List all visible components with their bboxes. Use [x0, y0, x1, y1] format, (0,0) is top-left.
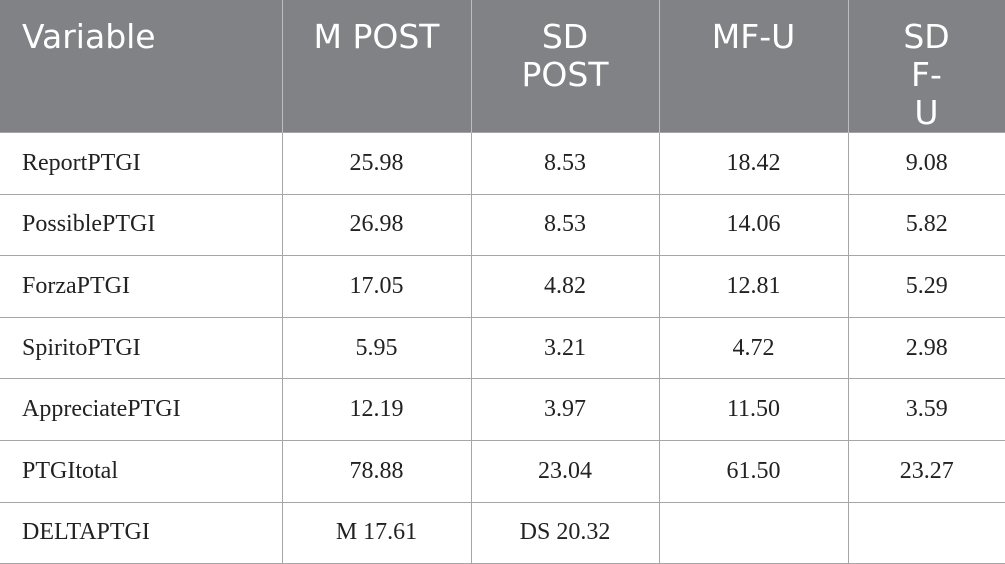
cell: 5.95: [281, 316, 472, 380]
row-label: PossiblePTGI: [0, 193, 283, 257]
cell: 5.29: [847, 255, 1005, 318]
table-row: AppreciatePTGI 12.19 3.97 11.50 3.59: [0, 378, 1005, 441]
header-cell: SD POST: [471, 0, 660, 133]
cell: 4.72: [658, 316, 849, 380]
cell: 3.21: [470, 316, 660, 380]
empty-cell: [847, 501, 1005, 564]
cell: 61.50: [658, 439, 849, 503]
header-cell: MF-U: [659, 0, 849, 133]
cell: 5.82: [847, 193, 1005, 257]
cell: 23.27: [847, 439, 1005, 503]
header-text: SD F-U: [903, 17, 950, 132]
row-label: PTGItotal: [0, 439, 283, 503]
header-text: Variable: [22, 17, 156, 56]
cell: 3.97: [470, 378, 660, 441]
cell: 11.50: [658, 378, 849, 441]
table-row: PossiblePTGI 26.98 8.53 14.06 5.82: [0, 193, 1005, 257]
cell: 26.98: [281, 193, 472, 257]
cell: 12.19: [281, 378, 472, 441]
row-label: AppreciatePTGI: [0, 378, 283, 441]
header-text: MF-U: [711, 17, 796, 56]
row-label: ReportPTGI: [0, 132, 283, 195]
row-label: ForzaPTGI: [0, 255, 283, 318]
table-row: SpiritoPTGI 5.95 3.21 4.72 2.98: [0, 316, 1005, 380]
cell: DS 20.32: [470, 501, 660, 564]
cell: 23.04: [470, 439, 660, 503]
cell: 14.06: [658, 193, 849, 257]
row-label: DELTAPTGI: [0, 501, 283, 564]
header-text: M POST: [313, 17, 440, 56]
header-cell: M POST: [282, 0, 472, 133]
table-row: ForzaPTGI 17.05 4.82 12.81 5.29: [0, 255, 1005, 318]
cell: 4.82: [470, 255, 660, 318]
cell: 18.42: [658, 132, 849, 195]
header-cell: Variable: [0, 0, 283, 133]
table-body: ReportPTGI 25.98 8.53 18.42 9.08 PossiblePTGI…: [0, 132, 1005, 564]
cell: M 17.61: [281, 501, 472, 564]
table-row: ReportPTGI 25.98 8.53 18.42 9.08: [0, 132, 1005, 195]
cell: 12.81: [658, 255, 849, 318]
cell: 8.53: [470, 132, 660, 195]
header-cell: SD F-U: [848, 0, 1005, 133]
cell: 3.59: [847, 378, 1005, 441]
cell: 9.08: [847, 132, 1005, 195]
row-label: SpiritoPTGI: [0, 316, 283, 380]
cell: 8.53: [470, 193, 660, 257]
header-row: Variable M POST SD POST MF-U SD F-U: [0, 0, 1005, 133]
empty-cell: [658, 501, 849, 564]
table-row: DELTAPTGI M 17.61 DS 20.32: [0, 501, 1005, 564]
header-text: SD POST: [521, 17, 609, 94]
table-row: PTGItotal 78.88 23.04 61.50 23.27: [0, 439, 1005, 503]
cell: 17.05: [281, 255, 472, 318]
cell: 25.98: [281, 132, 472, 195]
cell: 2.98: [847, 316, 1005, 380]
cell: 78.88: [281, 439, 472, 503]
